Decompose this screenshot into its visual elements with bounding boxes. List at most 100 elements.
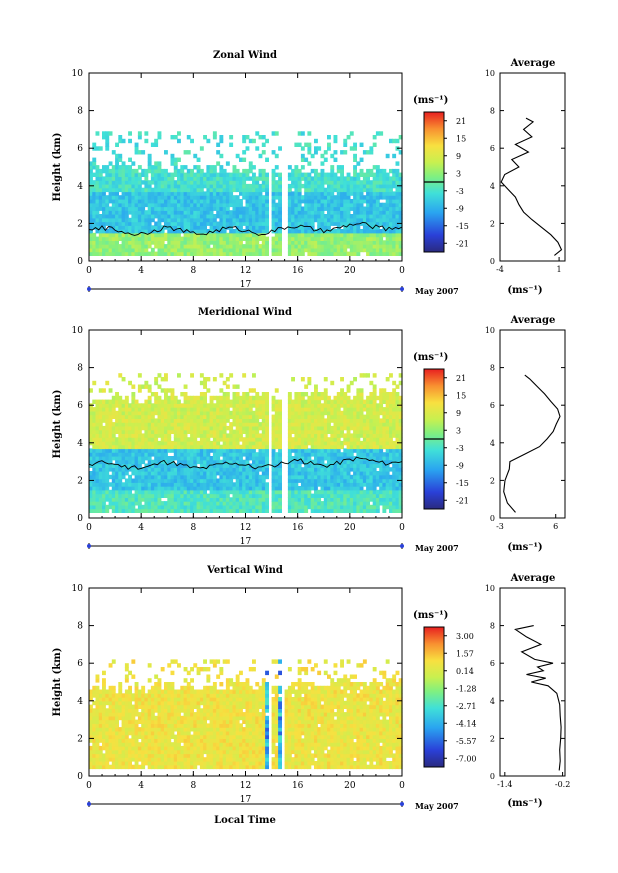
- heatmap-cell: [369, 180, 374, 185]
- heatmap-cell: [147, 444, 152, 450]
- heatmap-cell: [291, 501, 295, 506]
- heatmap-cell: [235, 221, 240, 226]
- heatmap-cell: [203, 459, 207, 465]
- heatmap-cell: [141, 172, 146, 177]
- heatmap-cell: [232, 206, 237, 211]
- heatmap-cell: [157, 489, 162, 495]
- heatmap-cell: [190, 422, 194, 427]
- heatmap-cell: [157, 214, 162, 219]
- heatmap-cell: [239, 217, 243, 223]
- heatmap-cell: [121, 437, 126, 442]
- heatmap-cell: [343, 244, 348, 249]
- heatmap-cell: [395, 172, 400, 177]
- heatmap-cell: [252, 493, 256, 498]
- heatmap-cell: [235, 172, 240, 177]
- heatmap-cell: [144, 199, 149, 204]
- heatmap-cell: [346, 504, 351, 510]
- heatmap-cell: [95, 425, 100, 431]
- heatmap-cell: [89, 437, 93, 442]
- heatmap-cell: [366, 232, 370, 238]
- heatmap-cell: [157, 486, 162, 491]
- heatmap-cell: [203, 410, 207, 416]
- heatmap-cell: [320, 214, 325, 219]
- heatmap-cell: [297, 452, 302, 457]
- heatmap-cell: [92, 452, 97, 457]
- heatmap-cell: [327, 210, 331, 215]
- heatmap-cell: [186, 407, 191, 412]
- heatmap-cell: [173, 247, 178, 253]
- heatmap-cell: [157, 493, 162, 498]
- heatmap-cell: [307, 437, 312, 442]
- heatmap-cell: [317, 214, 322, 219]
- heatmap-cell: [102, 452, 106, 457]
- heatmap-cell: [235, 399, 240, 404]
- heatmap-cell: [297, 422, 302, 427]
- heatmap-cell: [144, 384, 149, 389]
- heatmap-cell: [359, 425, 364, 431]
- heatmap-cell: [102, 202, 106, 208]
- heatmap-cell: [154, 478, 159, 483]
- heatmap-cell: [186, 410, 191, 416]
- heatmap-cell: [186, 482, 191, 487]
- heatmap-cell: [102, 440, 106, 446]
- heatmap-cell: [102, 508, 106, 513]
- heatmap-cell: [92, 482, 97, 487]
- heatmap-cell: [304, 478, 309, 483]
- heatmap-cell: [242, 392, 247, 397]
- heatmap-cell: [193, 153, 198, 159]
- heatmap-cell: [183, 456, 188, 461]
- heatmap-cell: [102, 497, 106, 502]
- heatmap-cell: [327, 251, 331, 256]
- heatmap-cell: [327, 142, 331, 147]
- heatmap-cell: [186, 244, 191, 249]
- heatmap-cell: [287, 229, 292, 234]
- heatmap-cell: [173, 504, 178, 510]
- heatmap-cell: [323, 463, 328, 468]
- heatmap-cell: [216, 448, 221, 453]
- heatmap-cell: [154, 467, 159, 472]
- heatmap-cell: [98, 444, 103, 450]
- heatmap-cell: [121, 508, 126, 513]
- heatmap-cell: [222, 187, 227, 193]
- heatmap-cell: [216, 501, 221, 506]
- heatmap-cell: [173, 448, 178, 453]
- heatmap-cell: [216, 240, 221, 245]
- heatmap-cell: [372, 388, 377, 393]
- heatmap-cell: [173, 418, 178, 423]
- heatmap-cell: [232, 489, 237, 495]
- heatmap-cell: [317, 191, 322, 196]
- heatmap-cell: [170, 199, 175, 204]
- heatmap-cell: [141, 440, 146, 446]
- heatmap-cell: [245, 501, 250, 506]
- heatmap-cell: [199, 459, 204, 465]
- heatmap-cell: [245, 459, 250, 465]
- heatmap-cell: [124, 418, 129, 423]
- heatmap-cell: [199, 414, 204, 419]
- heatmap-cell: [278, 202, 282, 208]
- heatmap-cell: [229, 191, 234, 196]
- heatmap-cell: [343, 150, 348, 155]
- heatmap-cell: [173, 399, 178, 404]
- heatmap-cell: [219, 388, 224, 393]
- heatmap-cell: [245, 463, 250, 468]
- heatmap-cell: [317, 176, 322, 181]
- heatmap-cell: [219, 187, 224, 193]
- heatmap-cell: [177, 403, 181, 408]
- heatmap-cell: [170, 482, 175, 487]
- heatmap-cell: [219, 471, 224, 476]
- heatmap-cell: [160, 467, 165, 472]
- heatmap-cell: [154, 440, 159, 446]
- heatmap-cell: [252, 202, 256, 208]
- heatmap-cell: [327, 240, 331, 245]
- heatmap-cell: [274, 131, 279, 136]
- heatmap-cell: [137, 440, 142, 446]
- heatmap-cell: [271, 195, 276, 200]
- heatmap-cell: [160, 403, 165, 408]
- heatmap-cell: [252, 478, 256, 483]
- heatmap-cell: [180, 501, 185, 506]
- heatmap-cell: [375, 489, 380, 495]
- heatmap-cell: [144, 467, 149, 472]
- heatmap-cell: [105, 210, 110, 215]
- heatmap-cell: [177, 497, 181, 502]
